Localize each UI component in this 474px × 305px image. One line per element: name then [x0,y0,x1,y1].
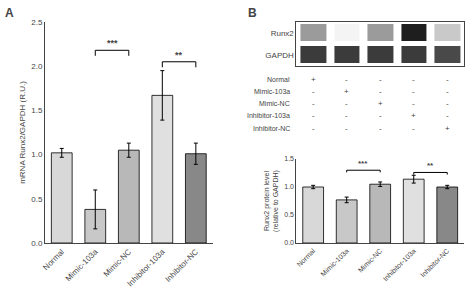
svg-text:-: - [446,87,449,96]
svg-text:Mimic-103a: Mimic-103a [64,247,100,283]
svg-text:Runx2 protein level(relative t: Runx2 protein level(relative to GAPDH) [263,170,280,232]
svg-text:1.0: 1.0 [31,150,43,159]
svg-text:-: - [312,111,315,120]
svg-text:-: - [379,111,382,120]
svg-text:-: - [312,124,315,133]
svg-text:-: - [345,124,348,133]
svg-text:-: - [446,99,449,108]
svg-text:Inhibitor-103a: Inhibitor-103a [247,112,290,119]
svg-text:-: - [312,87,315,96]
svg-text:***: *** [107,38,118,48]
svg-text:**: ** [175,50,183,60]
svg-text:**: ** [427,161,434,170]
svg-text:0.0: 0.0 [284,239,294,246]
svg-text:Mimic-103a: Mimic-103a [254,88,290,95]
svg-text:Inhibitor-103a: Inhibitor-103a [382,247,417,282]
svg-text:Inhibitor-103a: Inhibitor-103a [126,247,167,288]
svg-text:0.5: 0.5 [31,195,43,204]
svg-text:Normal: Normal [295,247,316,268]
svg-text:Mimic-NC: Mimic-NC [102,247,133,278]
svg-text:2.5: 2.5 [31,18,43,27]
svg-text:-: - [345,99,348,108]
svg-text:Normal: Normal [41,247,66,272]
svg-text:-: - [446,111,449,120]
svg-text:***: *** [358,159,368,168]
svg-text:B: B [248,6,257,20]
svg-text:GAPDH: GAPDH [265,51,294,60]
svg-text:-: - [345,111,348,120]
svg-text:-: - [345,75,348,84]
svg-text:Mimic-103a: Mimic-103a [319,247,350,278]
svg-text:-: - [412,87,415,96]
svg-text:+: + [378,99,383,108]
svg-text:1.0: 1.0 [284,183,294,190]
svg-text:-: - [379,87,382,96]
svg-text:+: + [411,111,416,120]
svg-text:-: - [412,99,415,108]
svg-text:Mimic-NC: Mimic-NC [259,100,290,107]
svg-text:1.5: 1.5 [31,106,43,115]
svg-text:Runx2: Runx2 [271,29,295,38]
svg-text:A: A [5,6,14,20]
svg-text:Inhibitor-NC: Inhibitor-NC [164,247,201,284]
svg-text:-: - [379,75,382,84]
svg-text:Inhibitor-NC: Inhibitor-NC [253,125,290,132]
svg-text:+: + [344,87,349,96]
svg-text:+: + [311,75,316,84]
svg-text:-: - [412,75,415,84]
svg-text:2.0: 2.0 [31,62,43,71]
svg-text:-: - [312,99,315,108]
svg-text:Normal: Normal [267,76,290,83]
svg-text:Mimic-NC: Mimic-NC [357,247,384,274]
svg-text:1.5: 1.5 [284,155,294,162]
svg-text:0.0: 0.0 [31,239,43,248]
svg-text:Inhibitor-NC: Inhibitor-NC [419,247,450,278]
svg-text:-: - [446,75,449,84]
svg-text:-: - [412,124,415,133]
svg-text:0.5: 0.5 [284,211,294,218]
svg-text:-: - [379,124,382,133]
svg-text:mRNA Runx2/GAPDH (R.U.): mRNA Runx2/GAPDH (R.U.) [18,81,27,184]
svg-text:+: + [445,124,450,133]
